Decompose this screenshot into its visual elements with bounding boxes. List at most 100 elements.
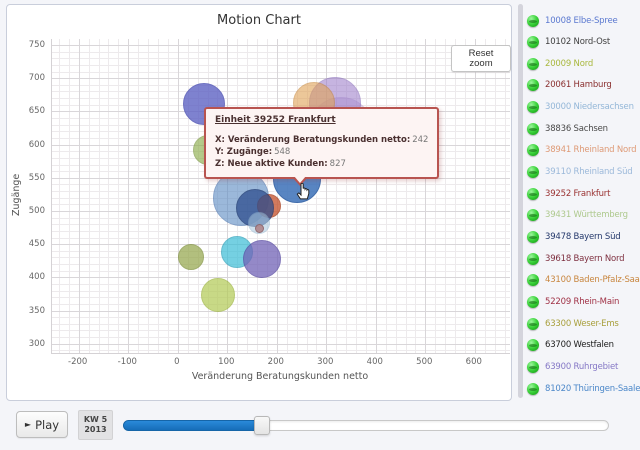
y-tick-label: 550 [28,172,45,183]
legend-item[interactable]: 38836 Sachsen [527,122,608,135]
x-tick-label: 100 [218,357,235,367]
bubble[interactable] [255,224,265,234]
legend-scrollbar[interactable] [518,4,523,398]
y-tick-label: 350 [28,305,45,316]
legend-item[interactable]: 20009 Nord [527,57,594,70]
visibility-toggle-icon[interactable] [527,14,539,27]
bubble[interactable] [248,211,270,234]
legend-item[interactable]: 39618 Bayern Nord [527,252,625,265]
minor-gridline [52,264,510,265]
minor-gridline [484,39,486,353]
chart-title: Motion Chart [217,13,301,28]
minor-gridline [336,39,338,353]
visibility-toggle-icon[interactable] [527,360,539,373]
visibility-toggle-icon[interactable] [527,57,539,70]
major-gridline [375,39,377,353]
x-tick-label: 0 [174,357,180,367]
minor-gridline [52,303,510,305]
major-gridline [425,39,427,353]
legend-item-label: 39431 Württemberg [545,210,628,221]
legend-item[interactable]: 39431 Württemberg [527,209,628,222]
legend-item-label: 39110 Rheinland Süd [545,167,633,177]
minor-gridline [88,39,90,353]
legend-item-label: 20061 Hamburg [545,80,612,91]
minor-gridline [395,39,397,353]
y-tick-label: 700 [28,73,45,84]
visibility-toggle-icon[interactable] [527,209,539,222]
minor-gridline [52,197,510,199]
visibility-toggle-icon[interactable] [527,79,539,92]
legend-item[interactable]: 63900 Ruhrgebiet [527,360,619,373]
legend-item-label: 63900 Ruhrgebiet [545,361,619,372]
visibility-toggle-icon[interactable] [527,252,539,265]
legend-item[interactable]: 39110 Rheinland Süd [527,166,633,178]
legend-item[interactable]: 63700 Westfalen [527,339,614,352]
minor-gridline [52,330,510,332]
legend-item[interactable]: 81020 Thüringen-Saale [527,382,640,395]
major-gridline [52,343,510,345]
legend-item[interactable]: 39478 Bayern Süd [527,231,621,243]
visibility-toggle-icon[interactable] [527,317,539,330]
legend-item-label: 20009 Nord [545,58,594,69]
visibility-toggle-icon[interactable] [527,339,539,352]
legend-item-label: 38836 Sachsen [545,123,608,134]
legend-item-label: 30000 Niedersachsen [545,102,634,113]
visibility-toggle-icon[interactable] [527,101,539,114]
tooltip-line: Z: Neue aktive Kunden: 827 [215,159,346,169]
minor-gridline [52,230,510,232]
legend-item[interactable]: 38941 Rheinland Nord [527,144,637,157]
visibility-toggle-icon[interactable] [527,382,539,395]
week-badge-line2: 2013 [84,425,107,434]
visibility-toggle-icon[interactable] [527,122,539,135]
legend-item[interactable]: 10102 Nord-Ost [527,36,610,49]
minor-gridline [52,284,510,285]
y-tick-label: 450 [28,239,45,250]
visibility-toggle-icon[interactable] [527,274,539,287]
bubble[interactable] [242,240,281,279]
legend-item-label: 10008 Elbe-Spree [545,15,618,26]
bubble[interactable] [177,244,204,271]
legend-item[interactable]: 63300 Weser-Ems [527,317,619,330]
bubble[interactable] [200,277,235,312]
legend-item-label: 63300 Weser-Ems [545,318,619,329]
visibility-toggle-icon[interactable] [527,187,539,200]
minor-gridline [52,217,510,219]
reset-zoom-button[interactable]: Reset zoom [451,45,511,72]
visibility-toggle-icon[interactable] [527,144,539,157]
y-tick-label: 600 [28,139,45,150]
visibility-toggle-icon[interactable] [527,166,539,178]
visibility-toggle-icon[interactable] [527,231,539,243]
legend-item[interactable]: 52209 Rhein-Main [527,295,619,308]
minor-gridline [52,71,510,73]
time-slider-handle[interactable] [254,416,270,435]
minor-gridline [52,317,510,319]
visibility-toggle-icon[interactable] [527,295,539,308]
legend-item[interactable]: 20061 Hamburg [527,79,612,92]
time-slider-track[interactable] [123,416,609,435]
legend-item[interactable]: 30000 Niedersachsen [527,101,634,114]
legend-item[interactable]: 10008 Elbe-Spree [527,14,618,27]
y-tick-label: 400 [28,272,45,283]
minor-gridline [435,39,437,353]
minor-gridline [52,350,510,352]
x-tick-label: 600 [465,357,482,367]
legend-item-label: 39252 Frankfurt [545,188,611,199]
play-button[interactable]: ► Play [16,411,68,438]
visibility-toggle-icon[interactable] [527,36,539,49]
minor-gridline [504,39,506,353]
minor-gridline [197,39,199,353]
tooltip-title: Einheit 39252 Frankfurt [215,115,336,125]
minor-gridline [415,39,417,353]
minor-gridline [52,237,510,239]
major-gridline [52,78,510,80]
minor-gridline [52,270,510,272]
y-tick-label: 500 [28,205,45,216]
minor-gridline [52,64,510,66]
legend-item[interactable]: 39252 Frankfurt [527,187,611,200]
major-gridline [52,310,510,312]
minor-gridline [118,39,120,353]
major-gridline [78,39,80,353]
legend-item-label: 63700 Westfalen [545,340,614,351]
legend-item[interactable]: 43100 Baden-Pfalz-Saar [527,274,640,287]
major-gridline [52,244,510,246]
